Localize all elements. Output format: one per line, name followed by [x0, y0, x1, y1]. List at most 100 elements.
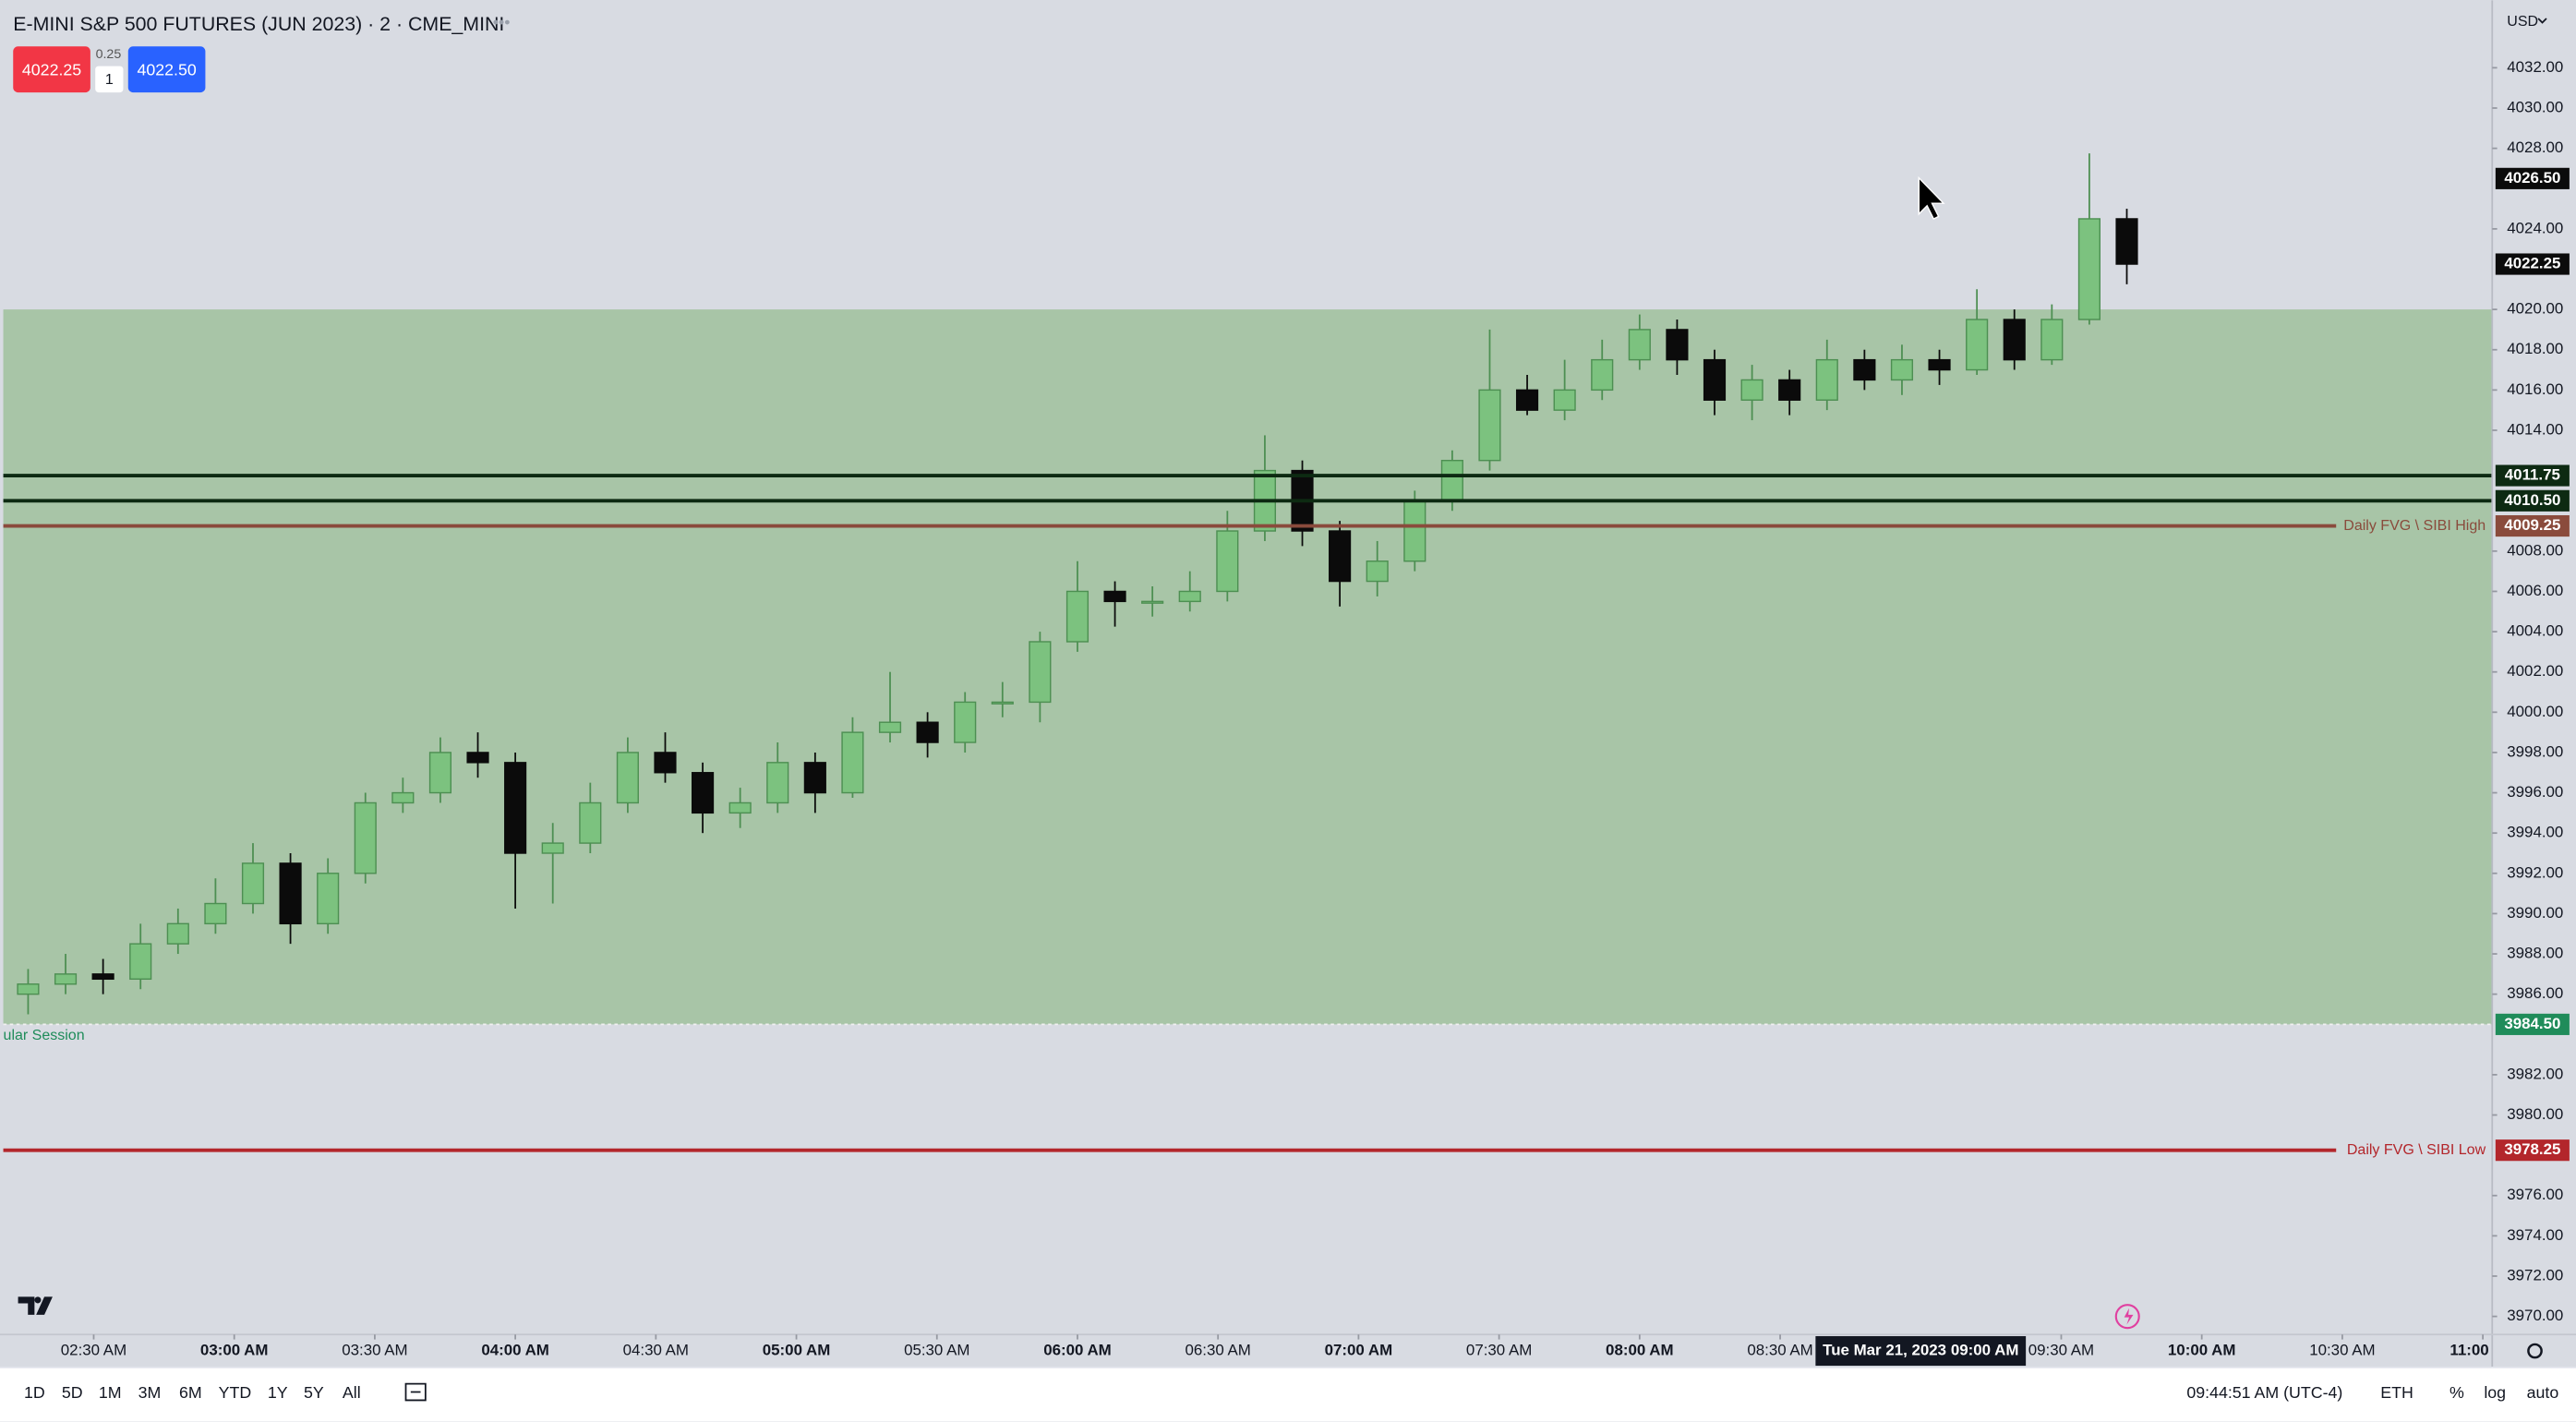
zone-price-label: 3984.50: [2504, 1015, 2560, 1032]
candle-body: [2077, 218, 2101, 320]
candle-body: [279, 862, 302, 925]
candle-body: [1515, 389, 1539, 411]
candle-body: [1029, 641, 1052, 704]
spread: 0.25: [96, 47, 122, 62]
candle-body: [1778, 379, 1801, 401]
candle-body: [579, 801, 602, 844]
x-tick-label: 03:00 AM: [200, 1342, 269, 1359]
candle-body: [17, 983, 40, 995]
range-button[interactable]: 1D: [24, 1383, 45, 1402]
candle-body: [129, 943, 152, 981]
logo[interactable]: [18, 1296, 53, 1315]
level-price-box: [2495, 464, 2570, 487]
candle-body: [2040, 319, 2064, 361]
x-tick-label: 10:30 AM: [2309, 1342, 2375, 1359]
x-tick-label: 05:30 AM: [904, 1342, 969, 1359]
settings-icon[interactable]: [2527, 1343, 2543, 1359]
x-tick-label: 07:30 AM: [1466, 1342, 1532, 1359]
candle-body: [466, 752, 489, 764]
level-price-box: [2495, 489, 2570, 512]
y-tick-label: 4014.00: [2507, 420, 2563, 438]
level-price-box: [2495, 1139, 2570, 1162]
candle-body: [616, 752, 639, 804]
sell-button[interactable]: [13, 46, 90, 93]
y-tick-label: 4006.00: [2507, 582, 2563, 599]
x-tick-label: 02:30 AM: [61, 1342, 126, 1359]
y-tick-label: 4008.00: [2507, 541, 2563, 559]
candle-body: [241, 862, 265, 905]
candle-body: [1666, 329, 1689, 361]
y-tick-label: 4004.00: [2507, 622, 2563, 640]
bid-price: 4022.25: [22, 61, 81, 79]
candle-body: [504, 762, 527, 854]
percent-toggle[interactable]: %: [2450, 1383, 2464, 1402]
logo-dot: [34, 1296, 42, 1304]
candle-body: [166, 922, 189, 945]
y-tick-label: 3998.00: [2507, 742, 2563, 760]
x-tick-label: 05:00 AM: [763, 1342, 831, 1359]
plot-area: ular Session Daily FVG \ SIBI High Daily F…: [3, 153, 2493, 1158]
qty-box[interactable]: [95, 66, 124, 93]
session-toggle[interactable]: ETH: [2380, 1383, 2413, 1402]
x-tick-label: 06:30 AM: [1186, 1342, 1251, 1359]
alert-bolt: [2124, 1308, 2134, 1325]
x-tick-label: 09:30 AM: [2028, 1342, 2094, 1359]
more-dots[interactable]: •••: [493, 13, 511, 31]
candle-body: [878, 721, 902, 733]
candle-body: [541, 842, 564, 854]
x-tick-label: 04:00 AM: [481, 1342, 549, 1359]
clock[interactable]: 09:44:51 AM (UTC-4): [2186, 1383, 2342, 1402]
level-price-box: [2495, 515, 2570, 537]
y-tick-label: 4032.00: [2507, 58, 2563, 76]
candle-body: [1815, 358, 1838, 401]
candle-body: [1928, 358, 1951, 371]
range-button[interactable]: 1Y: [268, 1383, 288, 1402]
candle-body: [317, 873, 340, 925]
range-button[interactable]: YTD: [219, 1383, 252, 1402]
candle-body: [766, 762, 789, 804]
candle-body: [954, 701, 977, 743]
range-button[interactable]: 6M: [179, 1383, 202, 1402]
y-tick-label: 3992.00: [2507, 863, 2563, 881]
y-tick-label: 4002.00: [2507, 662, 2563, 680]
x-tick-label: 04:30 AM: [623, 1342, 689, 1359]
candle-body: [841, 731, 864, 794]
alert-icon[interactable]: [2114, 1304, 2140, 1330]
range-button[interactable]: 5Y: [304, 1383, 324, 1402]
x-tick-label: 06:00 AM: [1043, 1342, 1112, 1359]
range-button[interactable]: All: [343, 1383, 361, 1402]
candle-body: [1141, 600, 1164, 604]
candle-body: [803, 762, 826, 794]
currency-chevron: [2537, 18, 2547, 24]
candle-body: [2003, 319, 2026, 361]
y-tick-label: 3970.00: [2507, 1307, 2563, 1324]
crosshair-time: 09:00 AM: [1951, 1342, 2019, 1359]
range-button[interactable]: 1M: [99, 1383, 122, 1402]
candle-body: [1329, 530, 1352, 583]
log-toggle[interactable]: log: [2484, 1383, 2506, 1402]
auto-toggle[interactable]: auto: [2527, 1383, 2559, 1402]
candle-body: [91, 973, 114, 981]
qty: 1: [105, 72, 114, 88]
candle-body: [1703, 358, 1727, 401]
bottom-toolbar: [0, 1367, 2576, 1422]
range-button[interactable]: 3M: [138, 1383, 162, 1402]
candle-body: [1478, 389, 1501, 462]
y-tick-label: 4000.00: [2507, 703, 2563, 720]
currency[interactable]: USD: [2507, 14, 2538, 30]
date-range-icon[interactable]: [404, 1382, 427, 1402]
candle-body: [1440, 459, 1463, 502]
y-tick-label: 4028.00: [2507, 139, 2563, 156]
range-button[interactable]: 5D: [62, 1383, 83, 1402]
candle-body: [391, 791, 415, 804]
candle-body: [1890, 358, 1914, 381]
y-tick-label: 4030.00: [2507, 98, 2563, 115]
candle-body: [654, 752, 677, 774]
candle-body: [1966, 319, 1989, 371]
axes: 3970.00 3972.00 3974.00 3976.00 3980.00 3982.…: [61, 58, 2570, 1367]
price-mark-label: 4022.25: [2504, 255, 2560, 272]
symbol-title: E-MINI S&P 500 FUTURES (JUN 2023) · 2 · …: [13, 13, 504, 35]
buy-button[interactable]: [127, 46, 206, 93]
